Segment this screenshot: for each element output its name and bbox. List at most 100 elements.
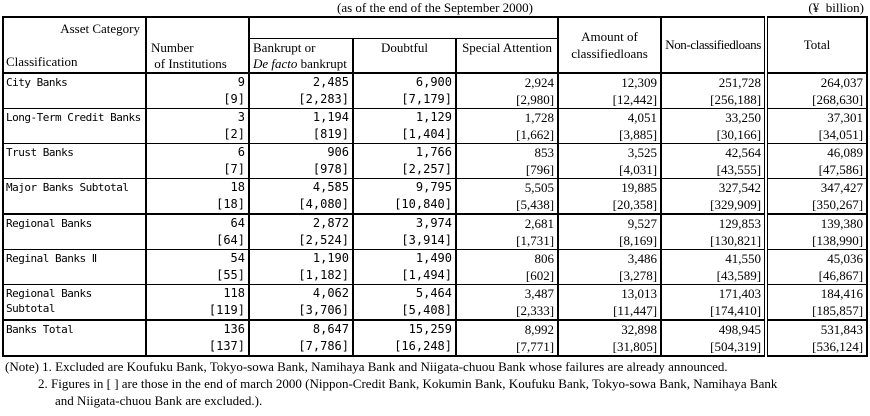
- prior-value: [2,524]: [298, 233, 349, 247]
- cell-doubtful: 6,900 [7,179]: [352, 72, 457, 109]
- current-value: 2,485: [312, 75, 349, 89]
- current-value: 33,250: [725, 110, 762, 125]
- prior-value: [138,990]: [812, 233, 864, 248]
- cell-non-classified: 327,542 [329,909]: [660, 178, 768, 215]
- current-value: 5,464: [415, 286, 452, 300]
- current-value: 1,190: [312, 251, 349, 265]
- prior-value: [256,188]: [710, 92, 762, 107]
- header-total: Total: [764, 16, 869, 74]
- prior-value: [130,821]: [710, 233, 762, 248]
- bankrupt-header-line2: De facto bankrupt: [253, 55, 347, 71]
- prior-value: [64]: [216, 233, 245, 247]
- current-value: 13,013: [621, 286, 658, 301]
- cell-institutions: 6 [7]: [145, 143, 250, 179]
- prior-value: [329,909]: [710, 197, 762, 212]
- cell-total: 139,380 [138,990]: [764, 213, 869, 250]
- current-value: 37,301: [827, 110, 864, 125]
- header-doubtful: Doubtful: [352, 37, 457, 74]
- current-value: 42,564: [725, 145, 762, 160]
- current-value: 3,525: [627, 145, 658, 160]
- current-value: 9: [237, 75, 245, 89]
- prior-value: [16,248]: [394, 339, 452, 353]
- cell-doubtful: 1,490 [1,494]: [352, 249, 457, 285]
- prior-value: [1,662]: [516, 127, 555, 142]
- cell-doubtful: 1,129 [1,404]: [352, 108, 457, 144]
- prior-value: [7,179]: [401, 92, 452, 106]
- table-row: City Banks 9 [9] 2,485 [2,283] 6,900 [7,179…: [2, 72, 869, 109]
- prior-value: [7]: [223, 162, 245, 176]
- cell-non-classified: 251,728 [256,188]: [660, 72, 768, 109]
- classified-header-line1: Amount of: [581, 29, 638, 44]
- cell-classified-total: 19,885 [20,358]: [557, 178, 663, 215]
- current-value: 1,728: [524, 110, 555, 125]
- cell-doubtful: 5,464 [5,408]: [352, 284, 457, 321]
- prior-value: [174,410]: [710, 303, 762, 318]
- cell-classified-total: 12,309 [12,442]: [557, 72, 663, 109]
- cell-doubtful: 1,766 [2,257]: [352, 143, 457, 179]
- cell-non-classified: 33,250 [30,166]: [660, 108, 768, 144]
- prior-value: [119]: [208, 303, 245, 317]
- cell-non-classified: 129,853 [130,821]: [660, 213, 768, 250]
- prior-value: [796]: [525, 162, 555, 177]
- prior-value: [268,630]: [812, 92, 864, 107]
- prior-value: [2,283]: [298, 92, 349, 106]
- current-value: 2,681: [524, 216, 555, 231]
- current-value: 3,974: [415, 216, 452, 230]
- cell-institutions: 18 [18]: [145, 178, 250, 215]
- prior-value: [43,555]: [716, 162, 762, 177]
- prior-value: [9]: [223, 92, 245, 106]
- corner-header-cell: Asset Category Classification: [2, 16, 147, 74]
- current-value: 4,051: [627, 110, 658, 125]
- cell-bankrupt: 4,062 [3,706]: [248, 284, 354, 321]
- prior-value: [7,786]: [298, 339, 349, 353]
- prior-value: [30,166]: [716, 127, 762, 142]
- prior-value: [10,840]: [394, 197, 452, 211]
- prior-value: [4,080]: [298, 197, 349, 211]
- table-row: Reginal Banks Ⅱ 54 [55] 1,190 [1,182] 1,49…: [2, 249, 869, 285]
- current-value: 19,885: [621, 180, 658, 195]
- prior-value: [55]: [216, 268, 245, 282]
- cell-doubtful: 9,795 [10,840]: [352, 178, 457, 215]
- current-value: 41,550: [725, 251, 762, 266]
- prior-value: [2,257]: [401, 162, 452, 176]
- row-label: Long-Term Credit Banks: [2, 108, 147, 144]
- footnote-1: (Note) 1. Excluded are Koufuku Bank, Tok…: [5, 359, 728, 374]
- current-value: 1,490: [415, 251, 452, 265]
- table-row: Trust Banks 6 [7] 906 [978] 1,766 [2,257] 8…: [2, 143, 869, 179]
- current-value: 118: [223, 286, 245, 300]
- bankrupt-header-line1: Bankrupt or: [253, 39, 316, 55]
- current-value: 4,062: [312, 286, 349, 300]
- table-row: Major Banks Subtotal 18 [18] 4,585 [4,080]…: [2, 178, 869, 215]
- cell-bankrupt: 906 [978]: [248, 143, 354, 179]
- cell-special-attention: 853 [796]: [454, 143, 560, 179]
- cell-non-classified: 498,945 [504,319]: [660, 319, 768, 357]
- current-value: 4,585: [312, 180, 349, 194]
- cell-special-attention: 2,924 [2,980]: [454, 72, 560, 109]
- cell-special-attention: 2,681 [1,731]: [454, 213, 560, 250]
- cell-bankrupt: 1,194 [819]: [248, 108, 354, 144]
- current-value: 8,647: [312, 322, 349, 336]
- prior-value: [11,447]: [613, 303, 658, 318]
- current-value: 8,992: [524, 322, 555, 337]
- prior-value: [504,319]: [710, 339, 762, 354]
- current-value: 906: [327, 145, 349, 159]
- header-amount-of-classified-loans: Amount of classifiedloans: [557, 16, 663, 74]
- current-value: 139,380: [820, 216, 864, 231]
- prior-value: [185,857]: [812, 303, 864, 318]
- corner-classification-label: Classification: [6, 54, 78, 69]
- row-label: City Banks: [2, 72, 147, 109]
- current-value: 3,486: [627, 251, 658, 266]
- cell-institutions: 9 [9]: [145, 72, 250, 109]
- table-row: Long-Term Credit Banks 3 [2] 1,194 [819] 1…: [2, 108, 869, 144]
- current-value: 45,036: [827, 251, 864, 266]
- cell-doubtful: 15,259 [16,248]: [352, 319, 457, 357]
- footnote-2-continued: and Niigata-chuou Bank are excluded.).: [55, 393, 263, 408]
- cell-bankrupt: 8,647 [7,786]: [248, 319, 354, 357]
- prior-value: [4,031]: [619, 162, 658, 177]
- prior-value: [536,124]: [812, 339, 864, 354]
- header-special-attention: Special Attention: [454, 37, 560, 74]
- current-value: 806: [534, 251, 555, 266]
- cell-non-classified: 41,550 [43,589]: [660, 249, 768, 285]
- prior-value: [12,442]: [612, 92, 658, 107]
- prior-value: [3,914]: [401, 233, 452, 247]
